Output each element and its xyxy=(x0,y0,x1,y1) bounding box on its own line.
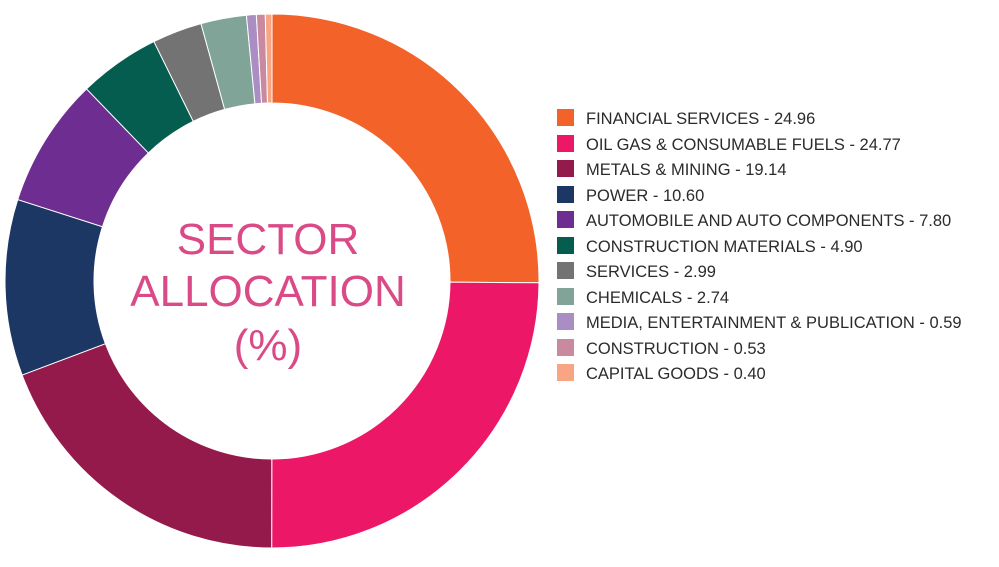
donut-slice-2 xyxy=(21,343,273,549)
legend-item: POWER - 10.60 xyxy=(557,185,977,208)
legend-swatch xyxy=(557,185,574,203)
legend-swatch xyxy=(557,313,574,330)
legend-label: CONSTRUCTION MATERIALS - 4.90 xyxy=(586,237,863,256)
legend-swatch xyxy=(557,364,574,381)
donut-slice-10 xyxy=(264,13,273,104)
legend-item: CONSTRUCTION - 0.53 xyxy=(557,338,977,361)
center-title-line-1: SECTOR xyxy=(176,215,360,264)
legend-item: FINANCIAL SERVICES - 24.96 xyxy=(557,108,977,131)
donut-slice-1 xyxy=(271,281,540,549)
donut-slices xyxy=(4,13,540,549)
legend-swatch xyxy=(557,338,574,356)
legend-label: CONSTRUCTION - 0.53 xyxy=(586,339,766,358)
legend-label: MEDIA, ENTERTAINMENT & PUBLICATION - 0.5… xyxy=(586,314,962,332)
legend-label: METALS & MINING - 19.14 xyxy=(586,161,787,179)
legend-swatch xyxy=(557,262,574,279)
donut-slice-0 xyxy=(271,13,540,284)
legend-swatch xyxy=(557,287,574,305)
legend-label: SERVICES - 2.99 xyxy=(586,263,716,281)
chart-legend: FINANCIAL SERVICES - 24.96 OIL GAS & CONS… xyxy=(557,108,977,389)
legend-label: OIL GAS & CONSUMABLE FUELS - 24.77 xyxy=(586,135,901,154)
legend-item: METALS & MINING - 19.14 xyxy=(557,159,977,182)
legend-item: OIL GAS & CONSUMABLE FUELS - 24.77 xyxy=(557,134,977,157)
legend-label: CHEMICALS - 2.74 xyxy=(586,288,730,307)
legend-label: POWER - 10.60 xyxy=(586,186,705,205)
legend-swatch xyxy=(557,134,574,152)
legend-swatch xyxy=(557,160,574,177)
legend-swatch xyxy=(557,211,574,228)
legend-label: FINANCIAL SERVICES - 24.96 xyxy=(586,110,816,128)
legend-swatch xyxy=(557,109,574,126)
center-title-line-3: (%) xyxy=(233,321,303,370)
sector-donut-chart xyxy=(4,13,540,549)
legend-item: SERVICES - 2.99 xyxy=(557,261,977,284)
legend-label: CAPITAL GOODS - 0.40 xyxy=(586,365,766,383)
donut-slice-3 xyxy=(4,198,107,376)
legend-item: AUTOMOBILE AND AUTO COMPONENTS - 7.80 xyxy=(557,210,977,233)
legend-item: CONSTRUCTION MATERIALS - 4.90 xyxy=(557,236,977,259)
legend-item: CHEMICALS - 2.74 xyxy=(557,287,977,310)
legend-label: AUTOMOBILE AND AUTO COMPONENTS - 7.80 xyxy=(586,212,952,230)
center-title-line-2: ALLOCATION xyxy=(130,267,406,316)
legend-swatch xyxy=(557,236,574,254)
legend-item: CAPITAL GOODS - 0.40 xyxy=(557,363,977,386)
legend-item: MEDIA, ENTERTAINMENT & PUBLICATION - 0.5… xyxy=(557,312,977,335)
